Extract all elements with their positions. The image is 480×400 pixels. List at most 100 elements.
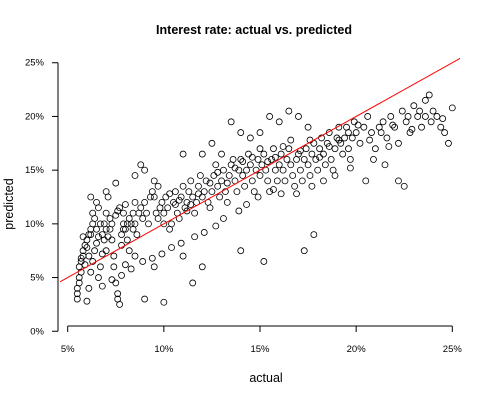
data-point xyxy=(304,161,312,169)
data-point xyxy=(141,295,149,303)
data-point xyxy=(225,172,233,179)
data-point xyxy=(395,139,402,147)
data-point xyxy=(102,247,110,255)
data-point xyxy=(77,254,85,262)
data-point xyxy=(360,123,368,131)
data-point xyxy=(227,118,235,126)
data-point xyxy=(339,150,347,158)
data-point xyxy=(121,261,129,269)
data-point xyxy=(187,201,195,208)
data-point xyxy=(116,204,124,212)
data-point xyxy=(93,239,100,247)
data-point xyxy=(270,186,277,193)
data-point xyxy=(220,166,227,174)
data-point xyxy=(87,268,95,276)
data-point xyxy=(337,139,345,147)
data-point xyxy=(214,182,222,190)
data-point xyxy=(168,244,175,251)
data-point xyxy=(275,118,283,126)
data-point xyxy=(391,123,399,131)
data-point xyxy=(241,182,249,190)
data-point xyxy=(410,102,418,110)
data-point xyxy=(87,231,95,238)
data-point xyxy=(300,247,308,255)
data-point xyxy=(206,204,214,212)
data-point xyxy=(112,211,120,219)
data-point xyxy=(258,161,266,169)
data-point xyxy=(75,279,83,287)
data-point xyxy=(441,129,449,136)
data-point xyxy=(283,156,291,163)
data-point xyxy=(279,143,287,150)
data-point xyxy=(316,153,324,161)
data-point xyxy=(350,118,358,126)
data-point xyxy=(118,272,125,279)
data-point xyxy=(73,290,81,298)
data-point xyxy=(325,129,333,136)
data-point xyxy=(433,113,441,120)
data-point xyxy=(293,190,300,198)
data-point xyxy=(321,161,329,169)
data-point xyxy=(131,252,139,260)
data-point xyxy=(364,113,372,120)
data-point xyxy=(295,150,302,158)
y-tick-label: 15% xyxy=(25,165,45,176)
data-point xyxy=(264,177,272,185)
data-point xyxy=(448,104,456,112)
data-point xyxy=(98,282,106,290)
data-point xyxy=(346,164,354,172)
data-point xyxy=(331,145,339,153)
data-point xyxy=(141,166,149,174)
data-point xyxy=(308,182,316,190)
data-point xyxy=(398,107,406,115)
data-point xyxy=(327,156,335,163)
data-point xyxy=(187,177,195,185)
data-point xyxy=(310,231,318,238)
data-point xyxy=(121,201,129,208)
data-point xyxy=(102,225,110,233)
data-point xyxy=(139,258,147,265)
data-points xyxy=(73,91,456,308)
data-point xyxy=(250,188,258,196)
y-tick-label: 5% xyxy=(30,273,44,284)
data-point xyxy=(150,193,158,201)
data-point xyxy=(85,252,93,260)
data-point xyxy=(73,295,81,303)
data-point xyxy=(87,193,95,201)
chart-title: Interest rate: actual vs. predicted xyxy=(156,23,352,37)
data-point xyxy=(212,222,220,230)
data-point xyxy=(256,145,264,153)
data-point xyxy=(150,263,158,271)
data-point xyxy=(110,252,118,260)
data-point xyxy=(237,156,245,163)
data-point xyxy=(114,290,122,298)
data-point xyxy=(160,209,168,217)
data-point xyxy=(164,204,172,212)
data-point xyxy=(400,182,408,190)
data-point xyxy=(210,172,218,179)
data-point xyxy=(239,158,247,165)
data-point xyxy=(129,209,137,217)
data-point xyxy=(166,190,174,198)
data-point xyxy=(170,198,177,206)
data-point xyxy=(266,188,274,196)
data-point xyxy=(171,188,179,196)
data-point xyxy=(196,172,204,179)
data-point xyxy=(416,107,424,115)
data-point xyxy=(295,113,302,120)
data-point xyxy=(83,297,91,305)
data-point xyxy=(158,250,166,258)
data-point xyxy=(202,177,210,185)
data-point xyxy=(408,125,416,133)
identity-reference-line xyxy=(60,57,460,283)
x-tick-label: 25% xyxy=(443,344,463,355)
y-tick-label: 20% xyxy=(25,111,45,122)
data-point xyxy=(235,207,243,215)
data-point xyxy=(368,129,375,136)
data-point xyxy=(112,279,120,287)
data-point xyxy=(352,129,360,136)
data-point xyxy=(218,150,225,158)
data-point xyxy=(93,198,100,206)
data-point xyxy=(296,166,304,174)
